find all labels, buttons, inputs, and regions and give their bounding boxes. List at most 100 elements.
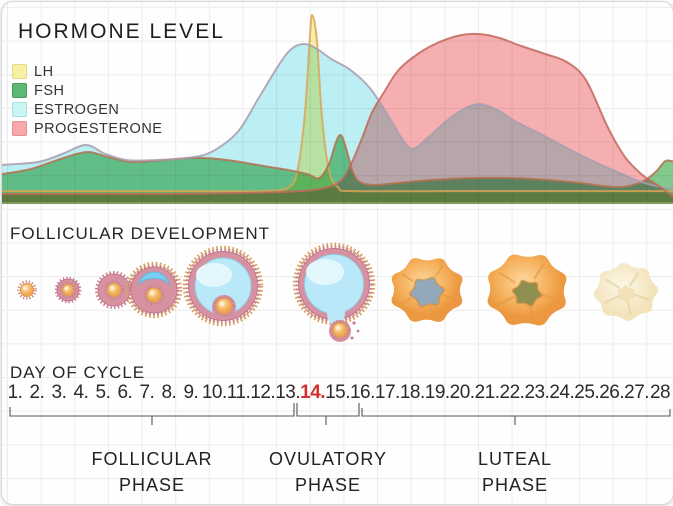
corpus-albicans-icon — [593, 262, 659, 322]
follicle-fringe — [182, 245, 264, 327]
day-16: 16. — [349, 382, 375, 403]
corpus-crease — [540, 293, 559, 302]
oocyte-corona — [104, 280, 124, 300]
corpus-crease — [400, 297, 413, 305]
legend-swatch-icon — [12, 121, 27, 136]
oocyte — [215, 297, 233, 315]
follicular-development-row — [17, 242, 659, 342]
ovulatory-phase-bracket — [296, 403, 360, 425]
corpus-crease — [429, 305, 434, 318]
primary-follicle-icon — [54, 276, 82, 304]
legend-label: FSH — [34, 82, 65, 99]
day-7: 7. — [139, 382, 155, 403]
day-20: 20. — [449, 382, 475, 403]
day-9: 9. — [183, 382, 199, 403]
day-10: 10. — [201, 382, 227, 403]
hormone-legend: LH FSH ESTROGEN PROGESTERONE — [12, 62, 162, 138]
corpus-crease — [401, 273, 414, 282]
legend-item-fsh: FSH — [12, 81, 162, 100]
day-8: 8. — [161, 382, 177, 403]
legend-item-estrogen: ESTROGEN — [12, 100, 162, 119]
legend-swatch-icon — [12, 102, 27, 117]
legend-swatch-icon — [12, 83, 27, 98]
legend-label: LH — [34, 63, 54, 80]
oocyte-corona — [17, 280, 37, 300]
day-17: 17. — [374, 382, 400, 403]
line-fsh — [2, 133, 673, 189]
oocyte — [332, 322, 348, 338]
day-19: 19. — [424, 382, 450, 403]
corpus-crease — [629, 272, 639, 287]
day-of-cycle-title: DAY OF CYCLE — [10, 363, 146, 382]
day-24: 24. — [549, 382, 575, 403]
day-25: 25. — [574, 382, 600, 403]
corpus-crease — [605, 278, 621, 289]
line-lh — [2, 14, 673, 193]
day-15: 15. — [325, 382, 350, 403]
area-progesterone — [2, 33, 673, 204]
oocyte-highlight — [335, 325, 341, 331]
oocyte — [146, 287, 162, 303]
follicular-phase-bracket — [9, 403, 295, 425]
early-antral-follicle-icon — [125, 261, 183, 319]
line-progesterone — [2, 32, 673, 198]
day-18: 18. — [399, 382, 425, 403]
day-28: 28 — [649, 382, 671, 403]
day-14: 14. — [300, 382, 326, 403]
primordial-follicle-icon — [17, 280, 37, 300]
day-5: 5. — [95, 382, 111, 403]
legend-item-progesterone: PROGESTERONE — [12, 119, 162, 138]
oocyte-highlight — [109, 285, 115, 291]
corpus-crease — [442, 294, 457, 301]
day-of-cycle-scale: 1. 2. 3. 4. 5. 6. 7. 8. 9. 10. 11. 12. 13. 14. 15. 16. 1… — [4, 382, 671, 408]
legend-label: ESTROGEN — [34, 101, 120, 118]
corpus-crease — [632, 293, 650, 301]
ovulatory-phase-label: OVULATORY PHASE — [268, 449, 388, 496]
follicular-phase-label: FOLLICULAR PHASE — [91, 449, 213, 496]
oocyte-corona — [59, 281, 77, 299]
legend-swatch-icon — [12, 64, 27, 79]
luteal-phase-bracket — [361, 408, 671, 425]
day-23: 23. — [524, 382, 550, 403]
corpus-crease — [435, 265, 443, 277]
follicle-fringe — [185, 248, 261, 324]
hormone-chart — [2, 14, 673, 204]
ovulation-icon — [292, 242, 376, 342]
oocyte-corona — [213, 295, 235, 317]
day-27: 27. — [624, 382, 650, 403]
line-estrogen — [2, 42, 673, 190]
day-4: 4. — [73, 382, 89, 403]
legend-label: PROGESTERONE — [34, 120, 163, 137]
oocyte — [61, 283, 75, 297]
day-12: 12. — [250, 382, 276, 403]
day-22: 22. — [499, 382, 525, 403]
corpus-crease — [604, 294, 621, 304]
corpus-crease — [499, 272, 516, 284]
day-21: 21. — [474, 382, 500, 403]
oocyte-highlight — [22, 285, 28, 291]
day-3: 3. — [51, 382, 67, 403]
oocyte — [106, 282, 122, 298]
day-6: 6. — [117, 382, 133, 403]
day-1: 1. — [7, 382, 23, 403]
oocyte-corona — [143, 284, 165, 306]
day-11: 11. — [226, 382, 251, 403]
corpus-luteum-icon — [487, 254, 567, 326]
oocyte-highlight — [149, 290, 155, 296]
oocyte-corona — [329, 319, 351, 341]
legend-item-lh: LH — [12, 62, 162, 81]
follicle-fringe — [125, 261, 183, 319]
corpus-crease — [497, 295, 515, 306]
day-26: 26. — [599, 382, 625, 403]
luteal-phase-label: LUTEAL PHASE — [477, 449, 553, 496]
hormone-level-title: HORMONE LEVEL — [18, 20, 225, 43]
follicular-development-title: FOLLICULAR DEVELOPMENT — [10, 224, 271, 243]
day-2: 2. — [29, 382, 45, 403]
day-13: 13. — [275, 382, 301, 403]
oocyte-highlight — [64, 286, 69, 291]
phase-brackets — [9, 403, 671, 425]
corpus-hemorrhagicum-icon — [391, 258, 463, 322]
corpus-crease — [533, 263, 545, 280]
mature-graafian-follicle-icon — [182, 245, 264, 327]
